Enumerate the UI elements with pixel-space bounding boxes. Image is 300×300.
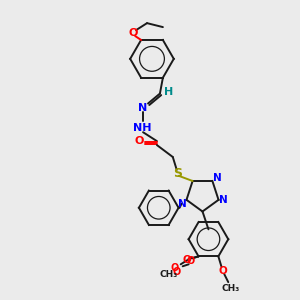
- Text: O: O: [172, 267, 181, 277]
- Text: N: N: [138, 103, 148, 113]
- Text: CH₃: CH₃: [160, 270, 178, 279]
- Text: NH: NH: [133, 123, 151, 133]
- Text: S: S: [173, 167, 182, 180]
- Text: H: H: [164, 87, 173, 97]
- Text: O: O: [219, 266, 228, 276]
- Text: O: O: [128, 28, 138, 38]
- Text: O: O: [134, 136, 144, 146]
- Text: N: N: [178, 199, 187, 209]
- Text: CH₃: CH₃: [221, 284, 239, 292]
- Text: N: N: [213, 173, 222, 183]
- Text: O: O: [187, 256, 195, 266]
- Text: O: O: [182, 255, 191, 265]
- Text: N: N: [219, 195, 228, 205]
- Text: O: O: [171, 263, 179, 273]
